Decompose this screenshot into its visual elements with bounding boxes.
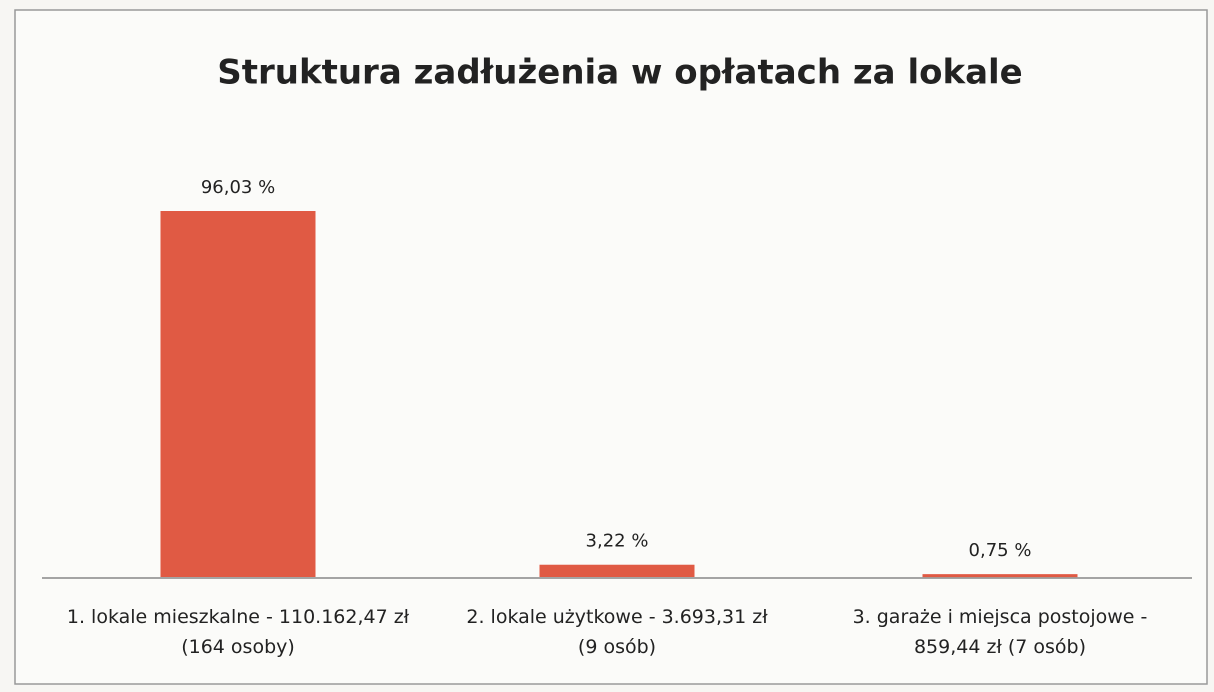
value-label: 96,03 % <box>201 177 275 198</box>
value-label: 3,22 % <box>586 531 649 552</box>
bar <box>922 574 1078 578</box>
x-tick-label: 3. garaże i miejsca postojowe - 859,44 z… <box>852 606 1148 658</box>
x-tick-label: 2. lokale użytkowe - 3.693,31 zł (9 osób… <box>466 606 768 658</box>
bar <box>539 564 695 577</box>
bar <box>160 211 316 577</box>
value-label: 0,75 % <box>969 540 1032 561</box>
x-tick-label: 1. lokale mieszkalne - 110.162,47 zł (16… <box>66 606 410 658</box>
chart-title: Struktura zadłużenia w opłatach za lokal… <box>217 53 1022 93</box>
